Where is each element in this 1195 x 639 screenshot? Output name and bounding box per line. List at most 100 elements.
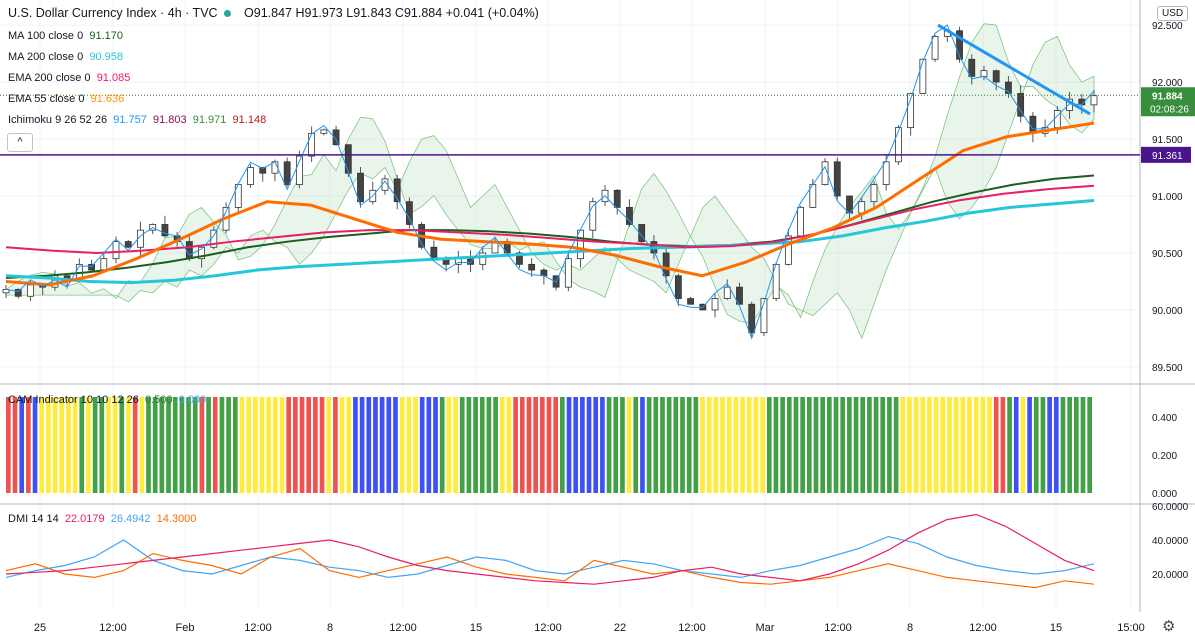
cam-bar — [593, 397, 599, 493]
candle-body — [27, 284, 34, 297]
ohlc-open: O91.847 — [244, 6, 293, 20]
candle-body — [956, 30, 963, 60]
cam-bar — [72, 397, 78, 493]
cam-bar — [740, 397, 745, 493]
cam-bar — [907, 397, 912, 493]
cam-bar — [947, 397, 952, 493]
cam-bar — [786, 397, 792, 493]
candle-body — [540, 269, 548, 277]
cam-bar — [840, 397, 846, 493]
time-tick-label: 25 — [34, 622, 46, 634]
candle — [662, 246, 670, 284]
candle-body — [674, 275, 682, 299]
legend-label: EMA 200 close 0 — [8, 72, 91, 84]
cam-bar — [633, 397, 639, 493]
cam-bar — [806, 397, 812, 493]
cam-bar — [139, 397, 145, 493]
candle — [626, 199, 633, 227]
candle-body — [589, 201, 597, 231]
cam-bar — [466, 397, 472, 493]
candle — [1090, 89, 1098, 113]
candle-body — [516, 252, 523, 265]
cam-bar — [973, 397, 979, 493]
legend-dmi[interactable]: DMI 14 14 22.0179 26.4942 14.3000 — [8, 513, 196, 525]
cloud-span — [5, 23, 1095, 340]
cam-bar — [640, 397, 645, 493]
legend-cam[interactable]: CAM Indicator 10 10 12 26 0.500 0.000 — [8, 394, 206, 406]
candle-body — [393, 178, 401, 203]
legend-value: 26.4942 — [110, 513, 151, 525]
cam-bar — [12, 397, 18, 493]
cam-bar — [653, 397, 659, 493]
cam-bar — [713, 397, 719, 493]
candle-body — [638, 224, 646, 242]
cam-bar — [459, 397, 465, 493]
legend-value: 91.757 — [113, 114, 147, 126]
candle — [1005, 76, 1012, 98]
price-tick-label: 90.000 — [1152, 306, 1183, 317]
candle — [919, 58, 927, 95]
legend-ema55[interactable]: EMA 55 close 0 91.636 — [8, 93, 124, 105]
candle — [320, 128, 328, 136]
cam-bar — [59, 397, 65, 493]
cam-bar — [1060, 397, 1066, 493]
cam-bar — [219, 397, 225, 493]
cam-bar — [293, 397, 298, 493]
legend-value: 14.3000 — [156, 513, 197, 525]
legend-ichimoku[interactable]: Ichimoku 9 26 52 26 91.757 91.803 91.971… — [8, 114, 266, 126]
cam-bar — [519, 397, 525, 493]
cam-bar — [159, 397, 165, 493]
dmi-line-adx — [5, 513, 1095, 585]
legend-ma200[interactable]: MA 200 close 0 90.958 — [8, 51, 123, 63]
candle-body — [430, 246, 438, 260]
dmi-tick-label: 20.0000 — [1152, 570, 1189, 581]
chevron-up-icon: ^ — [17, 136, 23, 148]
candle-body — [736, 286, 743, 305]
legend-ema200[interactable]: EMA 200 close 0 91.085 — [8, 72, 130, 84]
currency-label[interactable]: USD — [1157, 6, 1189, 21]
dmi-tick-label: 60.0000 — [1152, 502, 1189, 513]
cam-bar — [32, 397, 38, 493]
price-tick-label: 91.000 — [1152, 192, 1183, 203]
ichimoku-cloud — [5, 23, 1095, 340]
cam-bar — [680, 397, 685, 493]
time-tick-label: 12:00 — [969, 622, 997, 634]
symbol-title[interactable]: U.S. Dollar Currency Index · 4h · TVC — [8, 6, 218, 20]
cam-bar — [299, 397, 305, 493]
candle — [736, 282, 743, 305]
ohlc-close: C91.884 — [394, 6, 443, 20]
candle — [2, 284, 10, 298]
candle-body — [357, 172, 364, 203]
legend-label: EMA 55 close 0 — [8, 93, 85, 105]
cam-bar — [453, 397, 458, 493]
time-tick-label: Mar — [756, 622, 775, 634]
cam-bar — [539, 397, 545, 493]
cam-bar — [880, 397, 886, 493]
candle — [687, 297, 694, 305]
series-line-ema-55 — [5, 121, 1095, 287]
cam-bar — [580, 397, 585, 493]
cam-bar — [867, 397, 872, 493]
cam-bar — [860, 397, 866, 493]
collapse-legend-button[interactable]: ^ — [7, 133, 33, 152]
cam-bar — [820, 397, 826, 493]
cam-bar — [206, 397, 211, 493]
cam-bar — [780, 397, 785, 493]
settings-gear-icon[interactable]: ⚙ — [1162, 618, 1176, 635]
candle — [479, 246, 487, 271]
candle-body — [907, 93, 915, 129]
candle — [14, 288, 22, 299]
candle-body — [247, 167, 254, 185]
candle-body — [14, 289, 22, 297]
cam-bar — [446, 397, 452, 493]
cam-bar — [513, 397, 518, 493]
candle-body — [161, 224, 169, 237]
cam-bar — [19, 397, 25, 493]
cam-tick-label: 0.000 — [1152, 489, 1177, 500]
ohlc-low: L91.843 — [346, 6, 392, 20]
cam-bar — [1073, 397, 1079, 493]
time-tick-label: 15:00 — [1117, 622, 1145, 634]
cam-bar — [967, 397, 972, 493]
legend-ma100[interactable]: MA 100 close 0 91.170 — [8, 30, 123, 42]
